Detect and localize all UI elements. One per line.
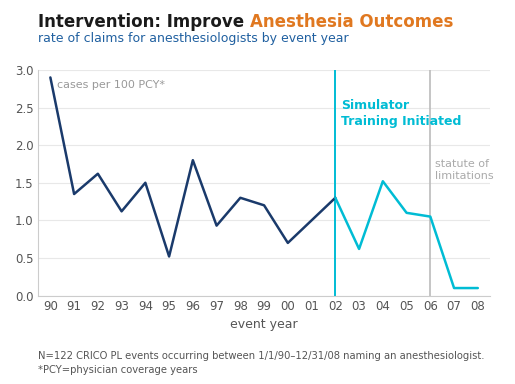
Text: cases per 100 PCY*: cases per 100 PCY* bbox=[58, 80, 165, 90]
Text: Intervention: Improve: Intervention: Improve bbox=[39, 13, 250, 31]
Text: N=122 CRICO PL events occurring between 1/1/90–12/31/08 naming an anesthesiologi: N=122 CRICO PL events occurring between … bbox=[39, 351, 485, 361]
Text: statute of
limitations: statute of limitations bbox=[435, 159, 494, 181]
Text: Anesthesia Outcomes: Anesthesia Outcomes bbox=[250, 13, 454, 31]
Text: rate of claims for anesthesiologists by event year: rate of claims for anesthesiologists by … bbox=[39, 32, 349, 45]
X-axis label: event year: event year bbox=[230, 318, 298, 331]
Text: Simulator
Training Initiated: Simulator Training Initiated bbox=[341, 99, 461, 127]
Text: *PCY=physician coverage years: *PCY=physician coverage years bbox=[39, 365, 198, 375]
